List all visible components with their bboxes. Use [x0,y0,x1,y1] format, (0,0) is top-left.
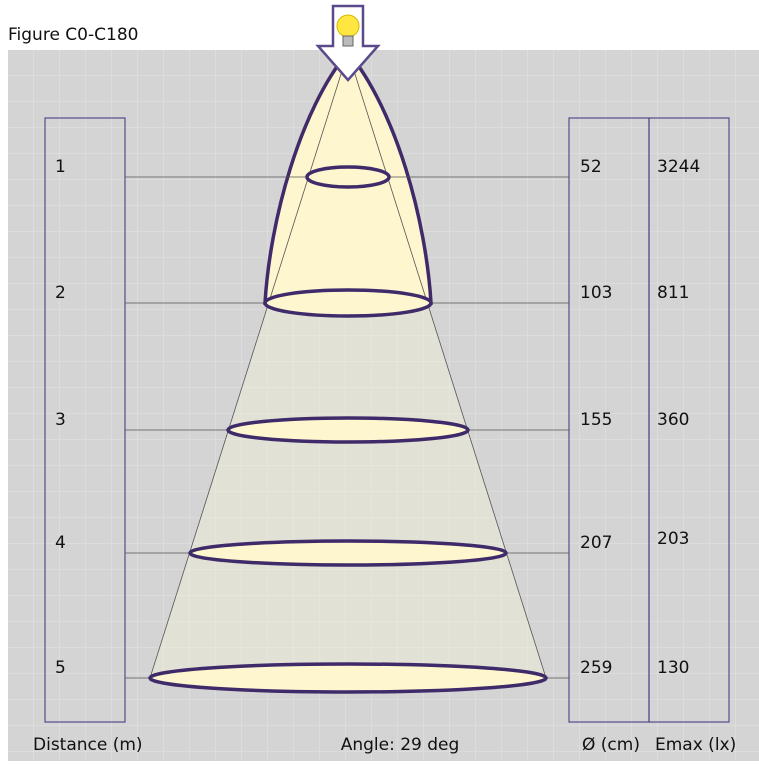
figure-title: Figure C0-C180 [8,25,138,45]
distance-column [44,117,126,723]
beam-section [148,662,548,694]
emax-value: 130 [657,658,689,678]
lamp-icon [315,4,381,82]
beam-section [305,165,391,189]
diameter-value: 259 [580,658,612,678]
beam-section [226,416,470,444]
distance-label: Distance (m) [33,735,143,755]
diameter-value: 103 [580,283,612,303]
cone-edge [347,51,547,679]
emax-value: 3244 [657,157,700,177]
diameter-value: 207 [580,533,612,553]
cone-edge [149,51,349,679]
distance-value: 2 [55,283,66,303]
beam-section [263,288,433,318]
emax-value: 811 [657,283,689,303]
cone-fill [150,52,546,678]
beam-section [188,539,508,567]
emax-value: 360 [657,410,689,430]
diameter-value: 155 [580,410,612,430]
distance-value: 3 [55,410,66,430]
emax-column [648,117,730,723]
angle-label: Angle: 29 deg [341,735,460,755]
emax-label: Emax (lx) [655,735,736,755]
emax-value: 203 [657,529,689,549]
distance-value: 1 [55,157,66,177]
diameter-label: Ø (cm) [582,735,640,755]
distance-value: 5 [55,658,66,678]
diameter-value: 52 [580,157,602,177]
distance-value: 4 [55,533,66,553]
